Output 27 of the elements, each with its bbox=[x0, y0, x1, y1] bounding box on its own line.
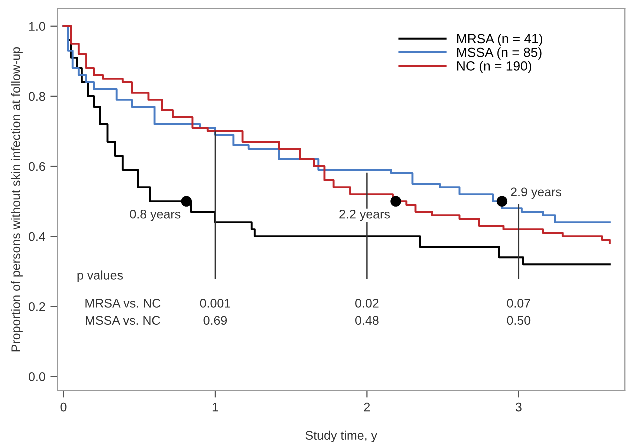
legend-label: MSSA (n = 85) bbox=[457, 48, 542, 60]
x-axis-title: Study time, y bbox=[306, 430, 378, 442]
x-tick-label: 2 bbox=[364, 402, 370, 412]
annotation: 0.02 bbox=[356, 299, 379, 308]
annotation: 2.9 years bbox=[511, 188, 562, 200]
annotation: 0.07 bbox=[507, 299, 530, 308]
legend-label: MRSA (n = 41) bbox=[457, 34, 542, 46]
y-tick-label: 1.0 bbox=[29, 22, 46, 32]
annotation: p values bbox=[78, 270, 124, 282]
annotation: MRSA vs. NC bbox=[86, 299, 161, 308]
y-axis-title: Proportion of persons without skin infection at follow-up bbox=[11, 47, 23, 352]
annotation: 0.69 bbox=[204, 316, 228, 326]
annotation: 0.50 bbox=[507, 316, 531, 326]
annotation: 2.2 years bbox=[340, 210, 390, 222]
y-tick-label: 0.6 bbox=[28, 162, 46, 172]
y-tick-label: 0.0 bbox=[28, 372, 46, 382]
x-tick-label: 3 bbox=[516, 402, 522, 412]
y-tick-label: 0.8 bbox=[28, 92, 46, 102]
y-tick-label: 0.2 bbox=[28, 302, 46, 312]
y-tick-label: 0.4 bbox=[28, 232, 46, 242]
x-tick-label: 0 bbox=[60, 402, 67, 412]
x-tick-label: 1 bbox=[212, 402, 218, 412]
annotation: 0.48 bbox=[356, 316, 379, 326]
annotation: 0.001 bbox=[200, 299, 231, 308]
legend-label: NC (n = 190) bbox=[457, 61, 532, 74]
annotation: MSSA vs. NC bbox=[86, 316, 160, 326]
annotation: 0.8 years bbox=[130, 210, 181, 222]
